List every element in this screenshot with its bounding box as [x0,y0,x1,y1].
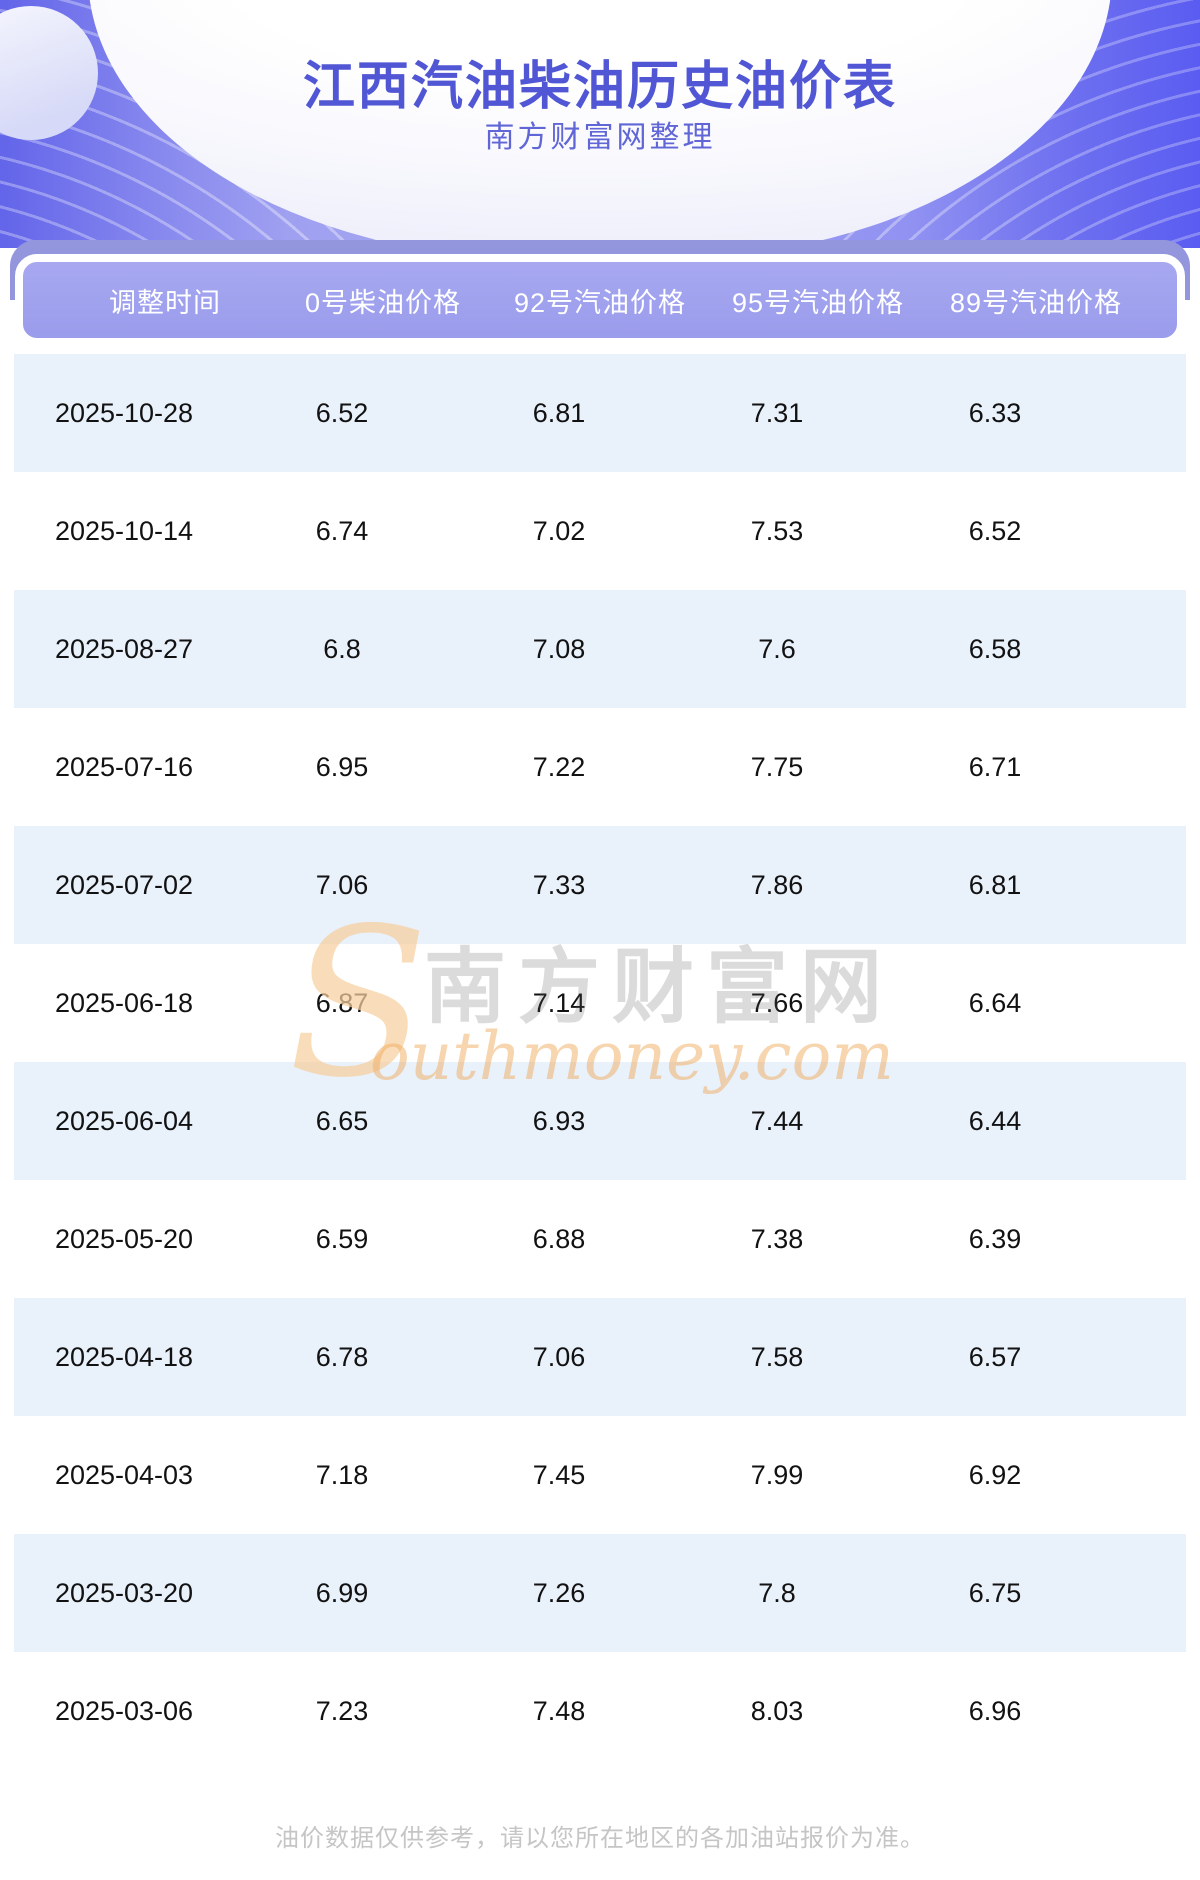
column-header-diesel-0: 0号柴油价格 [304,287,462,318]
price-gasoline-89: 6.52 [968,515,1022,546]
column-header-gasoline-95: 95号汽油价格 [731,287,905,318]
price-gasoline-92: 7.08 [532,633,586,664]
row-date: 2025-08-27 [54,633,194,664]
price-diesel-0: 6.65 [315,1105,369,1136]
price-gasoline-89: 6.81 [968,869,1022,900]
price-gasoline-95: 7.38 [750,1223,804,1254]
price-gasoline-89: 6.75 [968,1577,1022,1608]
price-gasoline-92: 7.48 [532,1695,586,1726]
disclaimer-text: 油价数据仅供参考，请以您所在地区的各加油站报价为准。 [275,1825,925,1852]
price-gasoline-95: 7.44 [750,1105,804,1136]
column-header-date: 调整时间 [109,287,221,318]
table-row: 2025-04-03 7.18 7.45 7.99 6.92 [14,1416,1186,1534]
price-gasoline-92: 7.26 [532,1577,586,1608]
price-diesel-0: 7.18 [315,1459,369,1490]
table-row: 2025-07-02 7.06 7.33 7.86 6.81 [14,826,1186,944]
price-gasoline-89: 6.64 [968,987,1022,1018]
price-gasoline-92: 7.02 [532,515,586,546]
table-row: 2025-06-04 6.65 6.93 7.44 6.44 [14,1062,1186,1180]
column-header-gasoline-89: 89号汽油价格 [949,287,1123,318]
row-date: 2025-10-28 [54,397,194,428]
price-diesel-0: 6.87 [315,987,369,1018]
price-gasoline-92: 7.06 [532,1341,586,1372]
page-title: 江西汽油柴油历史油价表 [302,58,897,116]
table-row: 2025-05-20 6.59 6.88 7.38 6.39 [14,1180,1186,1298]
price-gasoline-92: 7.45 [532,1459,586,1490]
price-gasoline-92: 7.33 [532,869,586,900]
row-date: 2025-06-18 [54,987,194,1018]
price-gasoline-92: 7.14 [532,987,586,1018]
price-gasoline-95: 7.6 [758,633,796,664]
row-date: 2025-06-04 [54,1105,194,1136]
table-row: 2025-10-14 6.74 7.02 7.53 6.52 [14,472,1186,590]
price-gasoline-89: 6.71 [968,751,1022,782]
price-gasoline-95: 7.66 [750,987,804,1018]
price-diesel-0: 6.78 [315,1341,369,1372]
row-date: 2025-03-06 [54,1695,194,1726]
price-gasoline-92: 6.93 [532,1105,586,1136]
table-row: 2025-03-20 6.99 7.26 7.8 6.75 [14,1534,1186,1652]
price-gasoline-95: 7.58 [750,1341,804,1372]
price-gasoline-89: 6.58 [968,633,1022,664]
price-diesel-0: 7.06 [315,869,369,900]
row-date: 2025-04-18 [54,1341,194,1372]
row-date: 2025-04-03 [54,1459,194,1490]
price-gasoline-95: 7.99 [750,1459,804,1490]
price-diesel-0: 6.95 [315,751,369,782]
price-gasoline-89: 6.92 [968,1459,1022,1490]
price-diesel-0: 6.74 [315,515,369,546]
price-gasoline-92: 6.88 [532,1223,586,1254]
table-row: 2025-08-27 6.8 7.08 7.6 6.58 [14,590,1186,708]
column-header-gasoline-92: 92号汽油价格 [513,287,687,318]
price-gasoline-89: 6.57 [968,1341,1022,1372]
table-body: 2025-10-28 6.52 6.81 7.31 6.33 2025-10-1… [14,354,1186,1770]
price-gasoline-89: 6.96 [968,1695,1022,1726]
price-gasoline-92: 7.22 [532,751,586,782]
price-gasoline-95: 7.8 [758,1577,796,1608]
row-date: 2025-05-20 [54,1223,194,1254]
price-gasoline-92: 6.81 [532,397,586,428]
table-row: 2025-04-18 6.78 7.06 7.58 6.57 [14,1298,1186,1416]
row-date: 2025-10-14 [54,515,194,546]
price-diesel-0: 6.59 [315,1223,369,1254]
price-gasoline-95: 7.75 [750,751,804,782]
row-date: 2025-07-16 [54,751,194,782]
row-date: 2025-07-02 [54,869,194,900]
table-header: 调整时间 0号柴油价格 92号汽油价格 95号汽油价格 89号汽油价格 [15,254,1185,346]
table-row: 2025-07-16 6.95 7.22 7.75 6.71 [14,708,1186,826]
price-gasoline-89: 6.39 [968,1223,1022,1254]
price-gasoline-89: 6.44 [968,1105,1022,1136]
price-diesel-0: 6.8 [323,633,361,664]
price-gasoline-95: 7.86 [750,869,804,900]
price-diesel-0: 6.52 [315,397,369,428]
table-row: 2025-10-28 6.52 6.81 7.31 6.33 [14,354,1186,472]
table-row: 2025-06-18 6.87 7.14 7.66 6.64 [14,944,1186,1062]
price-diesel-0: 7.23 [315,1695,369,1726]
row-date: 2025-03-20 [54,1577,194,1608]
price-diesel-0: 6.99 [315,1577,369,1608]
page-subtitle: 南方财富网整理 [484,121,716,154]
table-row: 2025-03-06 7.23 7.48 8.03 6.96 [14,1652,1186,1770]
table-header-row: 调整时间 0号柴油价格 92号汽油价格 95号汽油价格 89号汽油价格 [55,262,1177,338]
price-gasoline-95: 7.53 [750,515,804,546]
price-gasoline-89: 6.33 [968,397,1022,428]
price-gasoline-95: 7.31 [750,397,804,428]
price-gasoline-95: 8.03 [750,1695,804,1726]
hero-banner: 江西汽油柴油历史油价表 南方财富网整理 [0,0,1200,248]
